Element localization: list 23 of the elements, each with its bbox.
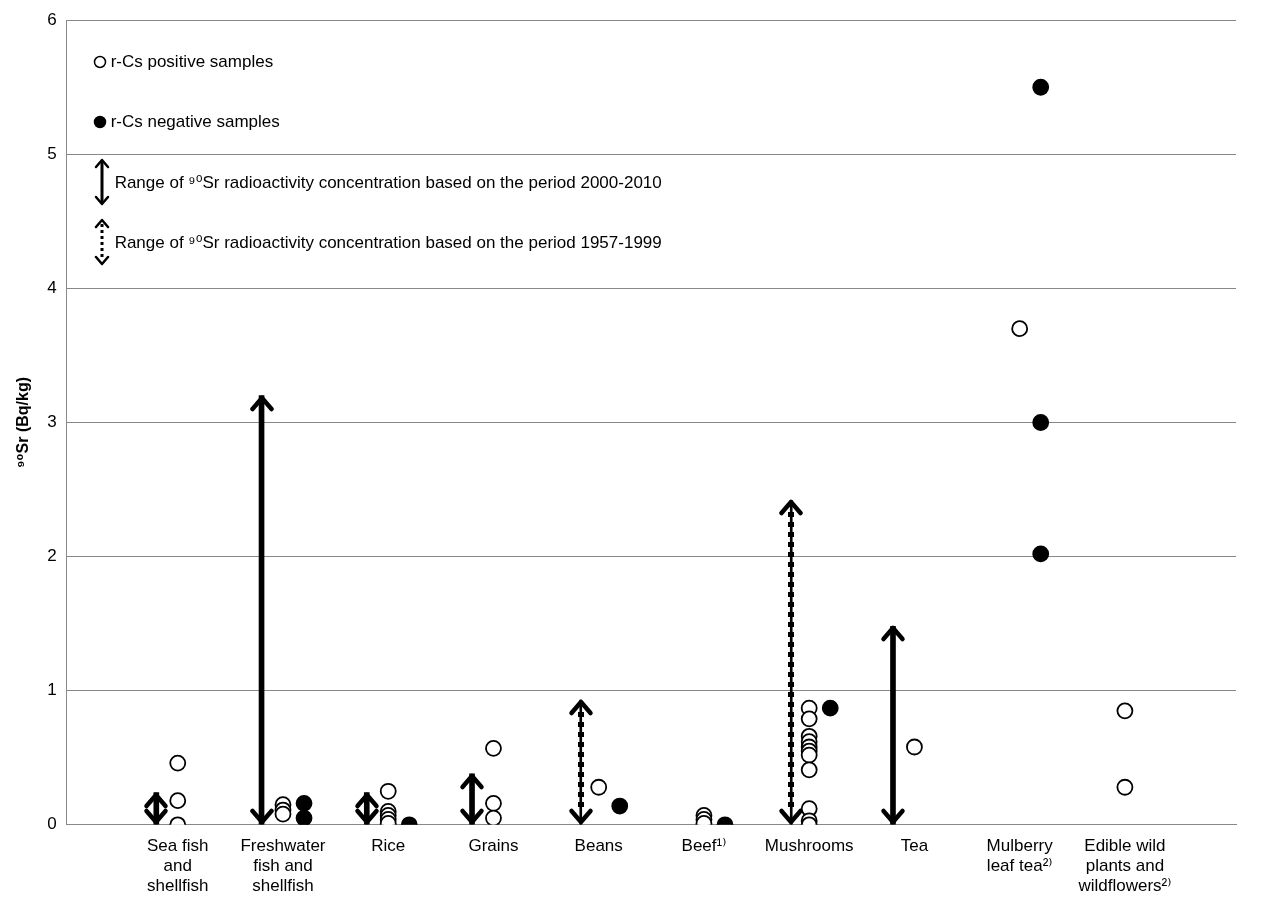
y-tick-label: 1 [47,680,57,700]
legend-label: r-Cs negative samples [110,112,280,133]
x-tick-label: Beans [574,835,623,855]
legend-label: Range of ⁹⁰Sr radioactivity concentration based on the period 2000-2010 [114,171,662,193]
x-tick-label: Mushrooms [764,835,854,855]
x-tick-label: Tea [900,835,929,855]
legend-label: r-Cs positive samples [110,52,274,73]
y-tick-label: 4 [47,278,57,298]
y-tick-label: 6 [47,9,57,29]
x-tick-label: Grains [468,835,519,855]
x-tick-label: Beef¹⁾ [681,835,727,855]
x-tick-label: Mulberry leaf tea²⁾ [986,835,1054,876]
y-axis-title: ⁹⁰Sr (Bq/kg) [14,376,32,469]
x-tick-label: Freshwater fish and shellfish [240,835,326,896]
x-tick-label: Rice [371,835,406,855]
y-tick-label: 3 [47,412,57,432]
y-tick-label: 5 [47,143,57,163]
y-tick-label: 2 [47,546,57,566]
x-tick-label: Edible wild plants and wildflowers²⁾ [1077,835,1172,896]
bar [890,626,896,825]
x-tick-label: Sea fish and shellfish [147,835,209,896]
y-tick-label: 0 [47,814,57,834]
legend-label: Range of ⁹⁰Sr radioactivity concentration based on the period 1957-1999 [114,231,662,253]
